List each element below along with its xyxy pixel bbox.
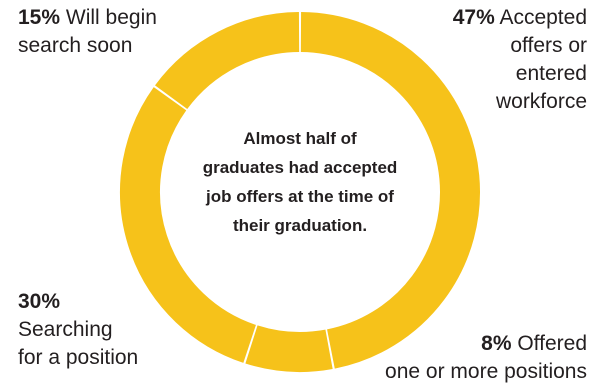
slice-text: Offered [517, 332, 587, 355]
pct-value: 30% [18, 290, 61, 313]
donut-slice-8-percent [245, 325, 333, 372]
center-text-line: job offers at the time of [206, 187, 394, 206]
pct-value: 15% [18, 6, 61, 29]
slice-text: one or more positions [385, 360, 587, 383]
center-text-line: Almost half of [243, 129, 357, 148]
slice-text: offers or [510, 34, 587, 57]
slice-text: Accepted [499, 6, 587, 29]
donut-slice-30-percent [120, 87, 257, 363]
slice-text: search soon [18, 34, 133, 57]
center-text-line: graduates had accepted [202, 158, 398, 177]
donut-slice-15-percent [155, 12, 300, 110]
label-8-percent: 8% Offered one or more positions [385, 330, 587, 386]
center-annotation: Almost half of graduates had accepted jo… [195, 124, 405, 240]
slice-text: for a position [18, 346, 139, 369]
label-47-percent: 47% Accepted offers or entered workforce [453, 4, 587, 116]
slice-text: Searching [18, 318, 113, 341]
slice-text: workforce [495, 90, 587, 113]
donut-slice-47-percent [300, 12, 480, 369]
slice-text: entered [515, 62, 587, 85]
center-text-line: their graduation. [232, 216, 368, 235]
pct-value: 47% [452, 6, 495, 29]
pct-value: 8% [481, 332, 512, 355]
slice-text: Will begin [65, 6, 157, 29]
label-30-percent: 30% Searching for a position [18, 288, 138, 372]
label-15-percent: 15% Will begin search soon [18, 4, 157, 60]
